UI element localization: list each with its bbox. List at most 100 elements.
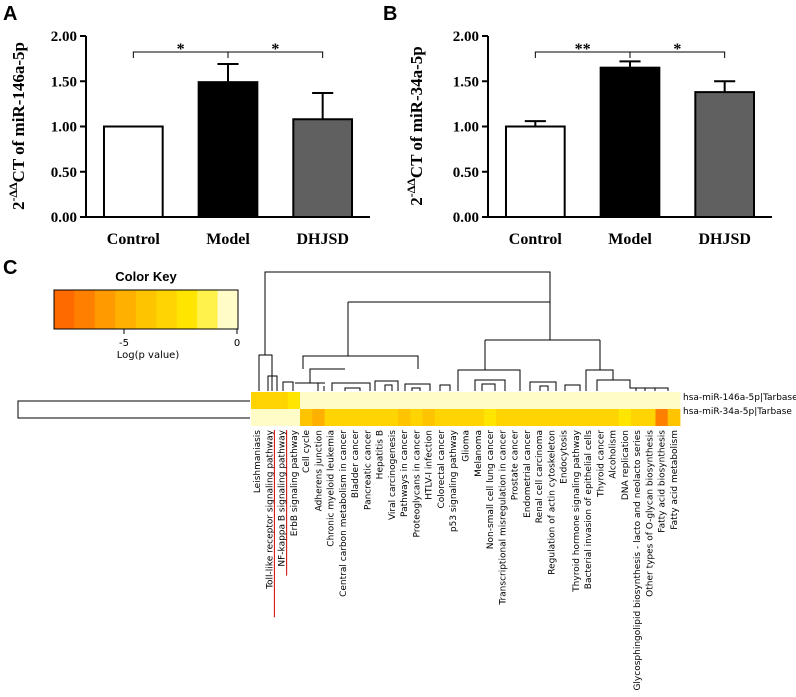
heatmap-cell — [459, 409, 473, 426]
heatmap-column-label: Thyroid cancer — [596, 430, 606, 498]
color-key-swatch — [115, 290, 137, 329]
y-tick-label: 0.00 — [453, 210, 479, 226]
color-key-swatch — [94, 290, 116, 329]
heatmap-cell — [385, 392, 399, 409]
panel-label-a: A — [3, 3, 17, 25]
x-tick-label: Model — [206, 231, 250, 248]
heatmap-row-label: hsa-miR-34a-5p|Tarbase — [683, 407, 792, 417]
y-axis-label-b: 2-ΔΔCT of miR-34a-5p — [404, 46, 426, 205]
heatmap-cell — [569, 409, 583, 426]
color-key-gradient — [54, 290, 239, 329]
y-tick-label: 2.00 — [453, 29, 479, 45]
y-tick-label: 2.00 — [51, 29, 77, 45]
heatmap-cell — [581, 392, 595, 409]
heatmap-cell — [630, 409, 644, 426]
heatmap-cell — [655, 409, 669, 426]
heatmap-cell — [545, 409, 558, 426]
heatmap-column-labels: Leishmaniasis Toll-like receptor signalin… — [253, 429, 680, 690]
y-tick-label: 1.00 — [453, 120, 479, 136]
significance-marker: * — [177, 41, 185, 58]
x-tick-label: DHJSD — [698, 231, 750, 248]
heatmap-cell — [606, 409, 620, 426]
heatmap-cell — [520, 392, 534, 409]
heatmap-column-label: Transcriptional misregulation in cancer — [498, 430, 508, 606]
heatmap-cell — [324, 392, 338, 409]
heatmap-cell — [422, 409, 436, 426]
heatmap-column-label: Regulation of actin cytoskeleton — [547, 430, 557, 575]
heatmap-cell — [336, 392, 350, 409]
heatmap-cell — [569, 392, 583, 409]
heatmap-cell — [410, 409, 423, 426]
bar-model — [599, 66, 661, 218]
heatmap-cell — [300, 409, 313, 426]
heatmap-cell — [667, 392, 681, 409]
heatmap-cell — [275, 409, 289, 426]
heatmap-cell — [606, 392, 620, 409]
heatmap-column-label: Colorectal cancer — [437, 430, 447, 509]
heatmap-cell — [398, 409, 411, 426]
significance-bracket — [227, 51, 324, 58]
bar-chart-b: 2-ΔΔCT of miR-34a-5p 0.00 0.50 1.00 1.50 2.0… — [404, 29, 772, 248]
y-tick-label: 0.50 — [453, 165, 479, 181]
y-tick-label: 1.50 — [51, 74, 77, 90]
heatmap-column-label: Glycosphingolipid biosynthesis - lacto a… — [633, 430, 643, 691]
color-key-swatch — [156, 290, 178, 329]
heatmap-column-label: Proteoglycans in cancer — [412, 430, 422, 538]
bar-model — [197, 81, 259, 218]
color-key-xlabel: Log(p value) — [117, 350, 180, 361]
bar-dhjsd — [694, 91, 756, 218]
heatmap-column-label: Melanoma — [474, 430, 484, 477]
color-key-swatch — [197, 290, 219, 329]
color-key-tick-label: -5 — [119, 338, 129, 349]
heatmap-row-label: hsa-miR-146a-5p|Tarbase — [683, 393, 796, 403]
heatmap-cell — [557, 409, 571, 426]
heatmap-cell — [336, 409, 350, 426]
heatmap-cell — [312, 409, 325, 426]
significance-marker: ** — [575, 41, 591, 58]
heatmap-cell — [557, 392, 571, 409]
heatmap-cell — [496, 392, 509, 409]
heatmap-cell — [287, 392, 301, 409]
heatmap-cell — [410, 392, 423, 409]
heatmap-column-label: p53 signaling pathway — [449, 429, 459, 532]
heatmap-cell — [447, 409, 460, 426]
heatmap-column-label: ErbB signaling pathway — [290, 429, 300, 536]
color-key-swatch — [217, 290, 239, 329]
bar-control — [504, 125, 566, 218]
heatmap-cell — [447, 392, 460, 409]
heatmap-cell — [630, 392, 644, 409]
color-key-title: Color Key — [115, 269, 177, 284]
y-tick-label: 0.00 — [51, 210, 77, 226]
color-key-border — [53, 289, 239, 330]
heatmap-column-label: Endometrial cancer — [523, 430, 533, 518]
heatmap-column-label: NF-kappa B signaling pathway — [278, 429, 288, 566]
heatmap-cell — [618, 392, 632, 409]
heatmap-cell — [643, 409, 656, 426]
color-key-tick-label: 0 — [234, 338, 240, 349]
heatmap-cell — [251, 409, 264, 426]
x-tick-label: Model — [608, 231, 652, 248]
heatmap-cell — [300, 392, 313, 409]
y-tick-label: 0.50 — [51, 165, 77, 181]
heatmap-column-label: Fatty acid biosynthesis — [658, 430, 668, 533]
heatmap-column-label: Non-small cell lung cancer — [486, 430, 496, 550]
heatmap-column-label: DNA replication — [621, 430, 631, 500]
heatmap-cell — [287, 409, 301, 426]
heatmap-cell — [251, 392, 264, 409]
heatmap-column-label: Alcoholism — [609, 430, 619, 479]
heatmap-column-label: Leishmaniasis — [253, 430, 263, 493]
heatmap-column-label: Prostate cancer — [511, 430, 521, 501]
bar-control — [102, 125, 164, 218]
heatmap-cell — [508, 409, 522, 426]
heatmap-cell — [459, 392, 473, 409]
heatmap-column-label: Bladder cancer — [351, 430, 361, 498]
heatmap-column-label: Bacterial invasion of epithelial cells — [584, 430, 594, 590]
heatmap-cell — [361, 409, 374, 426]
y-axis-label-a: 2-ΔΔCT of miR-146a-5p — [6, 42, 28, 210]
y-tick-label: 1.00 — [51, 120, 77, 136]
color-key-swatch — [176, 290, 198, 329]
heatmap-cells — [251, 392, 681, 426]
heatmap-column-label: Thyroid hormone signaling pathway — [572, 429, 582, 592]
heatmap-column-label: Hepatitis B — [376, 430, 386, 479]
